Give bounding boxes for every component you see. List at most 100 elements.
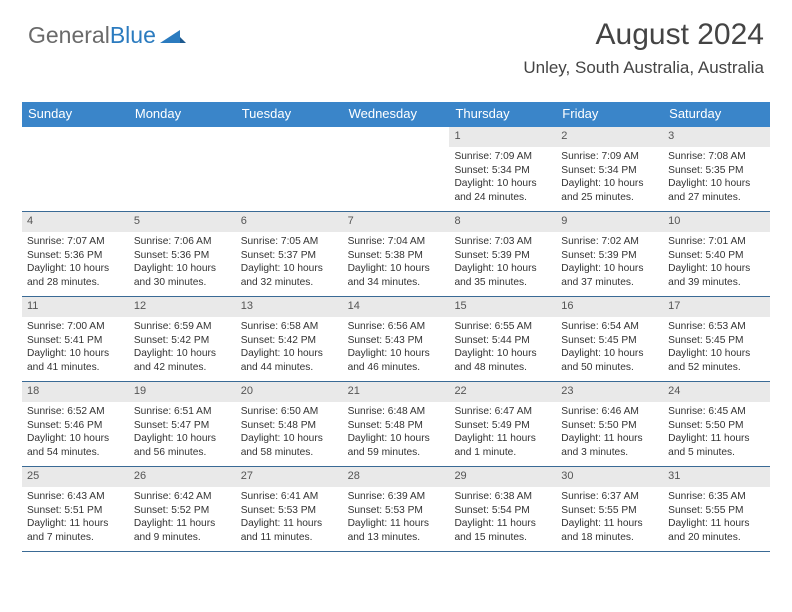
day-details: Sunrise: 6:39 AMSunset: 5:53 PMDaylight:… — [343, 489, 450, 549]
day-details: Sunrise: 6:59 AMSunset: 5:42 PMDaylight:… — [129, 319, 236, 379]
day-number: 20 — [236, 382, 343, 402]
day-number: 14 — [343, 297, 450, 317]
day-header: Sunday — [22, 102, 129, 127]
day-header: Saturday — [663, 102, 770, 127]
day-details: Sunrise: 7:09 AMSunset: 5:34 PMDaylight:… — [449, 149, 556, 209]
week-row: 4Sunrise: 7:07 AMSunset: 5:36 PMDaylight… — [22, 212, 770, 297]
day-cell: 17Sunrise: 6:53 AMSunset: 5:45 PMDayligh… — [663, 297, 770, 381]
day-header: Monday — [129, 102, 236, 127]
day-number: 15 — [449, 297, 556, 317]
day-cell: 2Sunrise: 7:09 AMSunset: 5:34 PMDaylight… — [556, 127, 663, 211]
day-details: Sunrise: 6:52 AMSunset: 5:46 PMDaylight:… — [22, 404, 129, 464]
day-number: 21 — [343, 382, 450, 402]
day-cell: 22Sunrise: 6:47 AMSunset: 5:49 PMDayligh… — [449, 382, 556, 466]
day-number: 3 — [663, 127, 770, 147]
day-cell — [343, 127, 450, 211]
logo-triangle-icon — [160, 28, 186, 46]
day-cell: 29Sunrise: 6:38 AMSunset: 5:54 PMDayligh… — [449, 467, 556, 551]
day-cell: 8Sunrise: 7:03 AMSunset: 5:39 PMDaylight… — [449, 212, 556, 296]
day-number: 1 — [449, 127, 556, 147]
day-number: 26 — [129, 467, 236, 487]
day-number: 4 — [22, 212, 129, 232]
day-details: Sunrise: 6:55 AMSunset: 5:44 PMDaylight:… — [449, 319, 556, 379]
day-details: Sunrise: 7:02 AMSunset: 5:39 PMDaylight:… — [556, 234, 663, 294]
day-cell: 18Sunrise: 6:52 AMSunset: 5:46 PMDayligh… — [22, 382, 129, 466]
day-cell: 16Sunrise: 6:54 AMSunset: 5:45 PMDayligh… — [556, 297, 663, 381]
day-number: 25 — [22, 467, 129, 487]
week-row: 1Sunrise: 7:09 AMSunset: 5:34 PMDaylight… — [22, 127, 770, 212]
day-number: 18 — [22, 382, 129, 402]
day-cell: 19Sunrise: 6:51 AMSunset: 5:47 PMDayligh… — [129, 382, 236, 466]
day-details: Sunrise: 7:04 AMSunset: 5:38 PMDaylight:… — [343, 234, 450, 294]
day-number: 2 — [556, 127, 663, 147]
day-cell: 4Sunrise: 7:07 AMSunset: 5:36 PMDaylight… — [22, 212, 129, 296]
day-details: Sunrise: 7:07 AMSunset: 5:36 PMDaylight:… — [22, 234, 129, 294]
day-cell — [129, 127, 236, 211]
day-cell: 3Sunrise: 7:08 AMSunset: 5:35 PMDaylight… — [663, 127, 770, 211]
day-cell: 1Sunrise: 7:09 AMSunset: 5:34 PMDaylight… — [449, 127, 556, 211]
day-cell: 26Sunrise: 6:42 AMSunset: 5:52 PMDayligh… — [129, 467, 236, 551]
day-cell: 14Sunrise: 6:56 AMSunset: 5:43 PMDayligh… — [343, 297, 450, 381]
day-details: Sunrise: 7:08 AMSunset: 5:35 PMDaylight:… — [663, 149, 770, 209]
day-details: Sunrise: 6:47 AMSunset: 5:49 PMDaylight:… — [449, 404, 556, 464]
day-cell: 20Sunrise: 6:50 AMSunset: 5:48 PMDayligh… — [236, 382, 343, 466]
day-number: 23 — [556, 382, 663, 402]
day-number: 31 — [663, 467, 770, 487]
week-row: 25Sunrise: 6:43 AMSunset: 5:51 PMDayligh… — [22, 467, 770, 552]
day-cell — [236, 127, 343, 211]
day-number: 9 — [556, 212, 663, 232]
day-number: 24 — [663, 382, 770, 402]
day-header: Friday — [556, 102, 663, 127]
day-details: Sunrise: 7:09 AMSunset: 5:34 PMDaylight:… — [556, 149, 663, 209]
day-cell: 7Sunrise: 7:04 AMSunset: 5:38 PMDaylight… — [343, 212, 450, 296]
day-number: 29 — [449, 467, 556, 487]
day-cell: 15Sunrise: 6:55 AMSunset: 5:44 PMDayligh… — [449, 297, 556, 381]
day-number: 8 — [449, 212, 556, 232]
day-cell: 24Sunrise: 6:45 AMSunset: 5:50 PMDayligh… — [663, 382, 770, 466]
week-row: 11Sunrise: 7:00 AMSunset: 5:41 PMDayligh… — [22, 297, 770, 382]
day-number: 5 — [129, 212, 236, 232]
day-header: Tuesday — [236, 102, 343, 127]
day-number: 30 — [556, 467, 663, 487]
day-cell: 23Sunrise: 6:46 AMSunset: 5:50 PMDayligh… — [556, 382, 663, 466]
day-cell: 9Sunrise: 7:02 AMSunset: 5:39 PMDaylight… — [556, 212, 663, 296]
logo-text-blue: Blue — [110, 22, 156, 49]
logo-text-gray: General — [28, 22, 110, 49]
day-details: Sunrise: 6:37 AMSunset: 5:55 PMDaylight:… — [556, 489, 663, 549]
day-cell: 6Sunrise: 7:05 AMSunset: 5:37 PMDaylight… — [236, 212, 343, 296]
day-details: Sunrise: 6:48 AMSunset: 5:48 PMDaylight:… — [343, 404, 450, 464]
day-details: Sunrise: 6:41 AMSunset: 5:53 PMDaylight:… — [236, 489, 343, 549]
day-details: Sunrise: 7:06 AMSunset: 5:36 PMDaylight:… — [129, 234, 236, 294]
day-details: Sunrise: 6:58 AMSunset: 5:42 PMDaylight:… — [236, 319, 343, 379]
day-number: 27 — [236, 467, 343, 487]
page-title: August 2024 — [596, 18, 764, 52]
day-details: Sunrise: 6:42 AMSunset: 5:52 PMDaylight:… — [129, 489, 236, 549]
day-cell: 11Sunrise: 7:00 AMSunset: 5:41 PMDayligh… — [22, 297, 129, 381]
day-details: Sunrise: 7:03 AMSunset: 5:39 PMDaylight:… — [449, 234, 556, 294]
day-number: 19 — [129, 382, 236, 402]
day-details: Sunrise: 6:35 AMSunset: 5:55 PMDaylight:… — [663, 489, 770, 549]
day-details: Sunrise: 6:54 AMSunset: 5:45 PMDaylight:… — [556, 319, 663, 379]
day-details: Sunrise: 6:45 AMSunset: 5:50 PMDaylight:… — [663, 404, 770, 464]
day-details: Sunrise: 6:56 AMSunset: 5:43 PMDaylight:… — [343, 319, 450, 379]
day-details: Sunrise: 6:51 AMSunset: 5:47 PMDaylight:… — [129, 404, 236, 464]
day-cell: 5Sunrise: 7:06 AMSunset: 5:36 PMDaylight… — [129, 212, 236, 296]
day-details: Sunrise: 6:43 AMSunset: 5:51 PMDaylight:… — [22, 489, 129, 549]
location-text: Unley, South Australia, Australia — [523, 58, 764, 78]
day-details: Sunrise: 6:38 AMSunset: 5:54 PMDaylight:… — [449, 489, 556, 549]
logo: GeneralBlue — [28, 22, 186, 49]
day-number: 28 — [343, 467, 450, 487]
day-header: Thursday — [449, 102, 556, 127]
day-cell: 30Sunrise: 6:37 AMSunset: 5:55 PMDayligh… — [556, 467, 663, 551]
day-number: 16 — [556, 297, 663, 317]
day-number: 13 — [236, 297, 343, 317]
day-details: Sunrise: 7:05 AMSunset: 5:37 PMDaylight:… — [236, 234, 343, 294]
day-cell: 13Sunrise: 6:58 AMSunset: 5:42 PMDayligh… — [236, 297, 343, 381]
day-details: Sunrise: 6:46 AMSunset: 5:50 PMDaylight:… — [556, 404, 663, 464]
day-cell: 12Sunrise: 6:59 AMSunset: 5:42 PMDayligh… — [129, 297, 236, 381]
day-number: 17 — [663, 297, 770, 317]
day-number: 7 — [343, 212, 450, 232]
day-details: Sunrise: 7:00 AMSunset: 5:41 PMDaylight:… — [22, 319, 129, 379]
day-number: 11 — [22, 297, 129, 317]
day-number: 22 — [449, 382, 556, 402]
